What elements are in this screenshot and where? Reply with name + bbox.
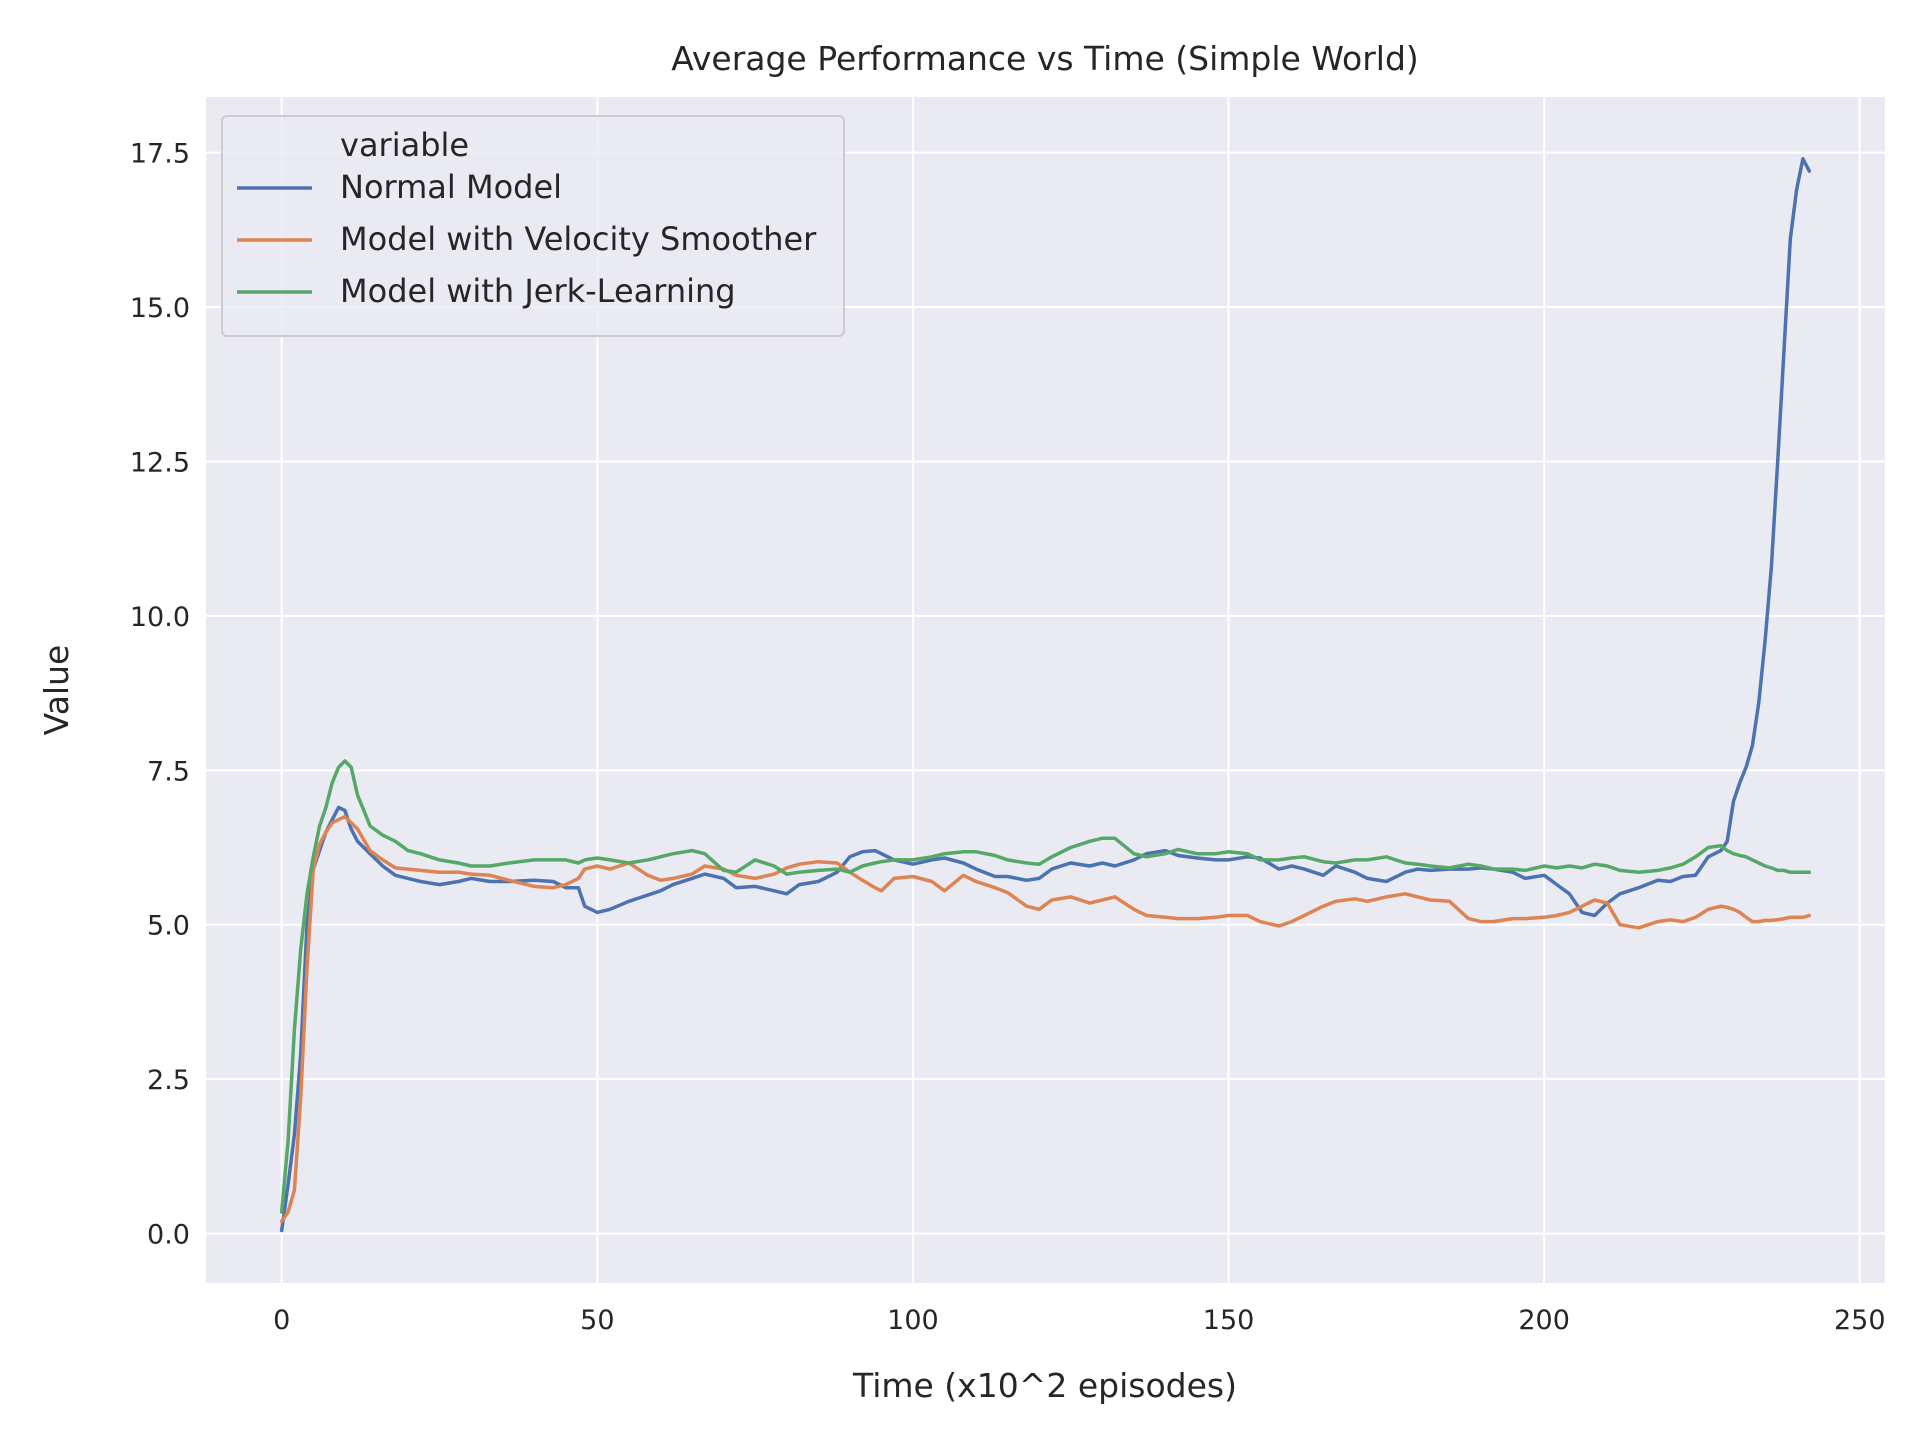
legend-label: Model with Velocity Smoother [340, 220, 817, 258]
chart-title: Average Performance vs Time (Simple Worl… [671, 39, 1419, 78]
x-tick-label: 250 [1834, 1305, 1886, 1336]
legend: variable Normal Model Model with Velocity… [221, 115, 845, 337]
legend-box [221, 115, 845, 337]
tick-labels: 0 50 100 150 200 250 0.0 2.5 5.0 7.5 10.0 12.5 15.0 1… [130, 139, 1886, 1336]
y-tick-label: 15.0 [130, 293, 190, 324]
series-line-1 [279, 157, 1812, 1233]
y-tick-label: 7.5 [147, 756, 190, 787]
x-tick-label: 200 [1518, 1305, 1570, 1336]
series-layer [279, 157, 1812, 1233]
y-tick-label: 2.5 [147, 1065, 190, 1096]
y-tick-label: 0.0 [147, 1220, 190, 1251]
x-tick-label: 100 [887, 1305, 939, 1336]
legend-label: Normal Model [340, 168, 562, 206]
legend-label: Model with Jerk-Learning [340, 272, 736, 310]
x-tick-label: 150 [1203, 1305, 1255, 1336]
y-tick-label: 17.5 [130, 139, 190, 170]
y-tick-label: 10.0 [130, 602, 190, 633]
y-tick-label: 5.0 [147, 911, 190, 942]
x-axis-label: Time (x10^2 episodes) [852, 1366, 1237, 1405]
series-line-3 [279, 759, 1812, 1214]
x-tick-label: 0 [273, 1305, 290, 1336]
y-tick-label: 12.5 [130, 447, 190, 478]
x-tick-label: 50 [580, 1305, 614, 1336]
series-line-2 [279, 814, 1812, 1223]
y-axis-label: Value [37, 645, 76, 736]
legend-items: Normal Model Model with Velocity Smoother… [237, 168, 817, 310]
legend-title: variable [340, 126, 469, 164]
